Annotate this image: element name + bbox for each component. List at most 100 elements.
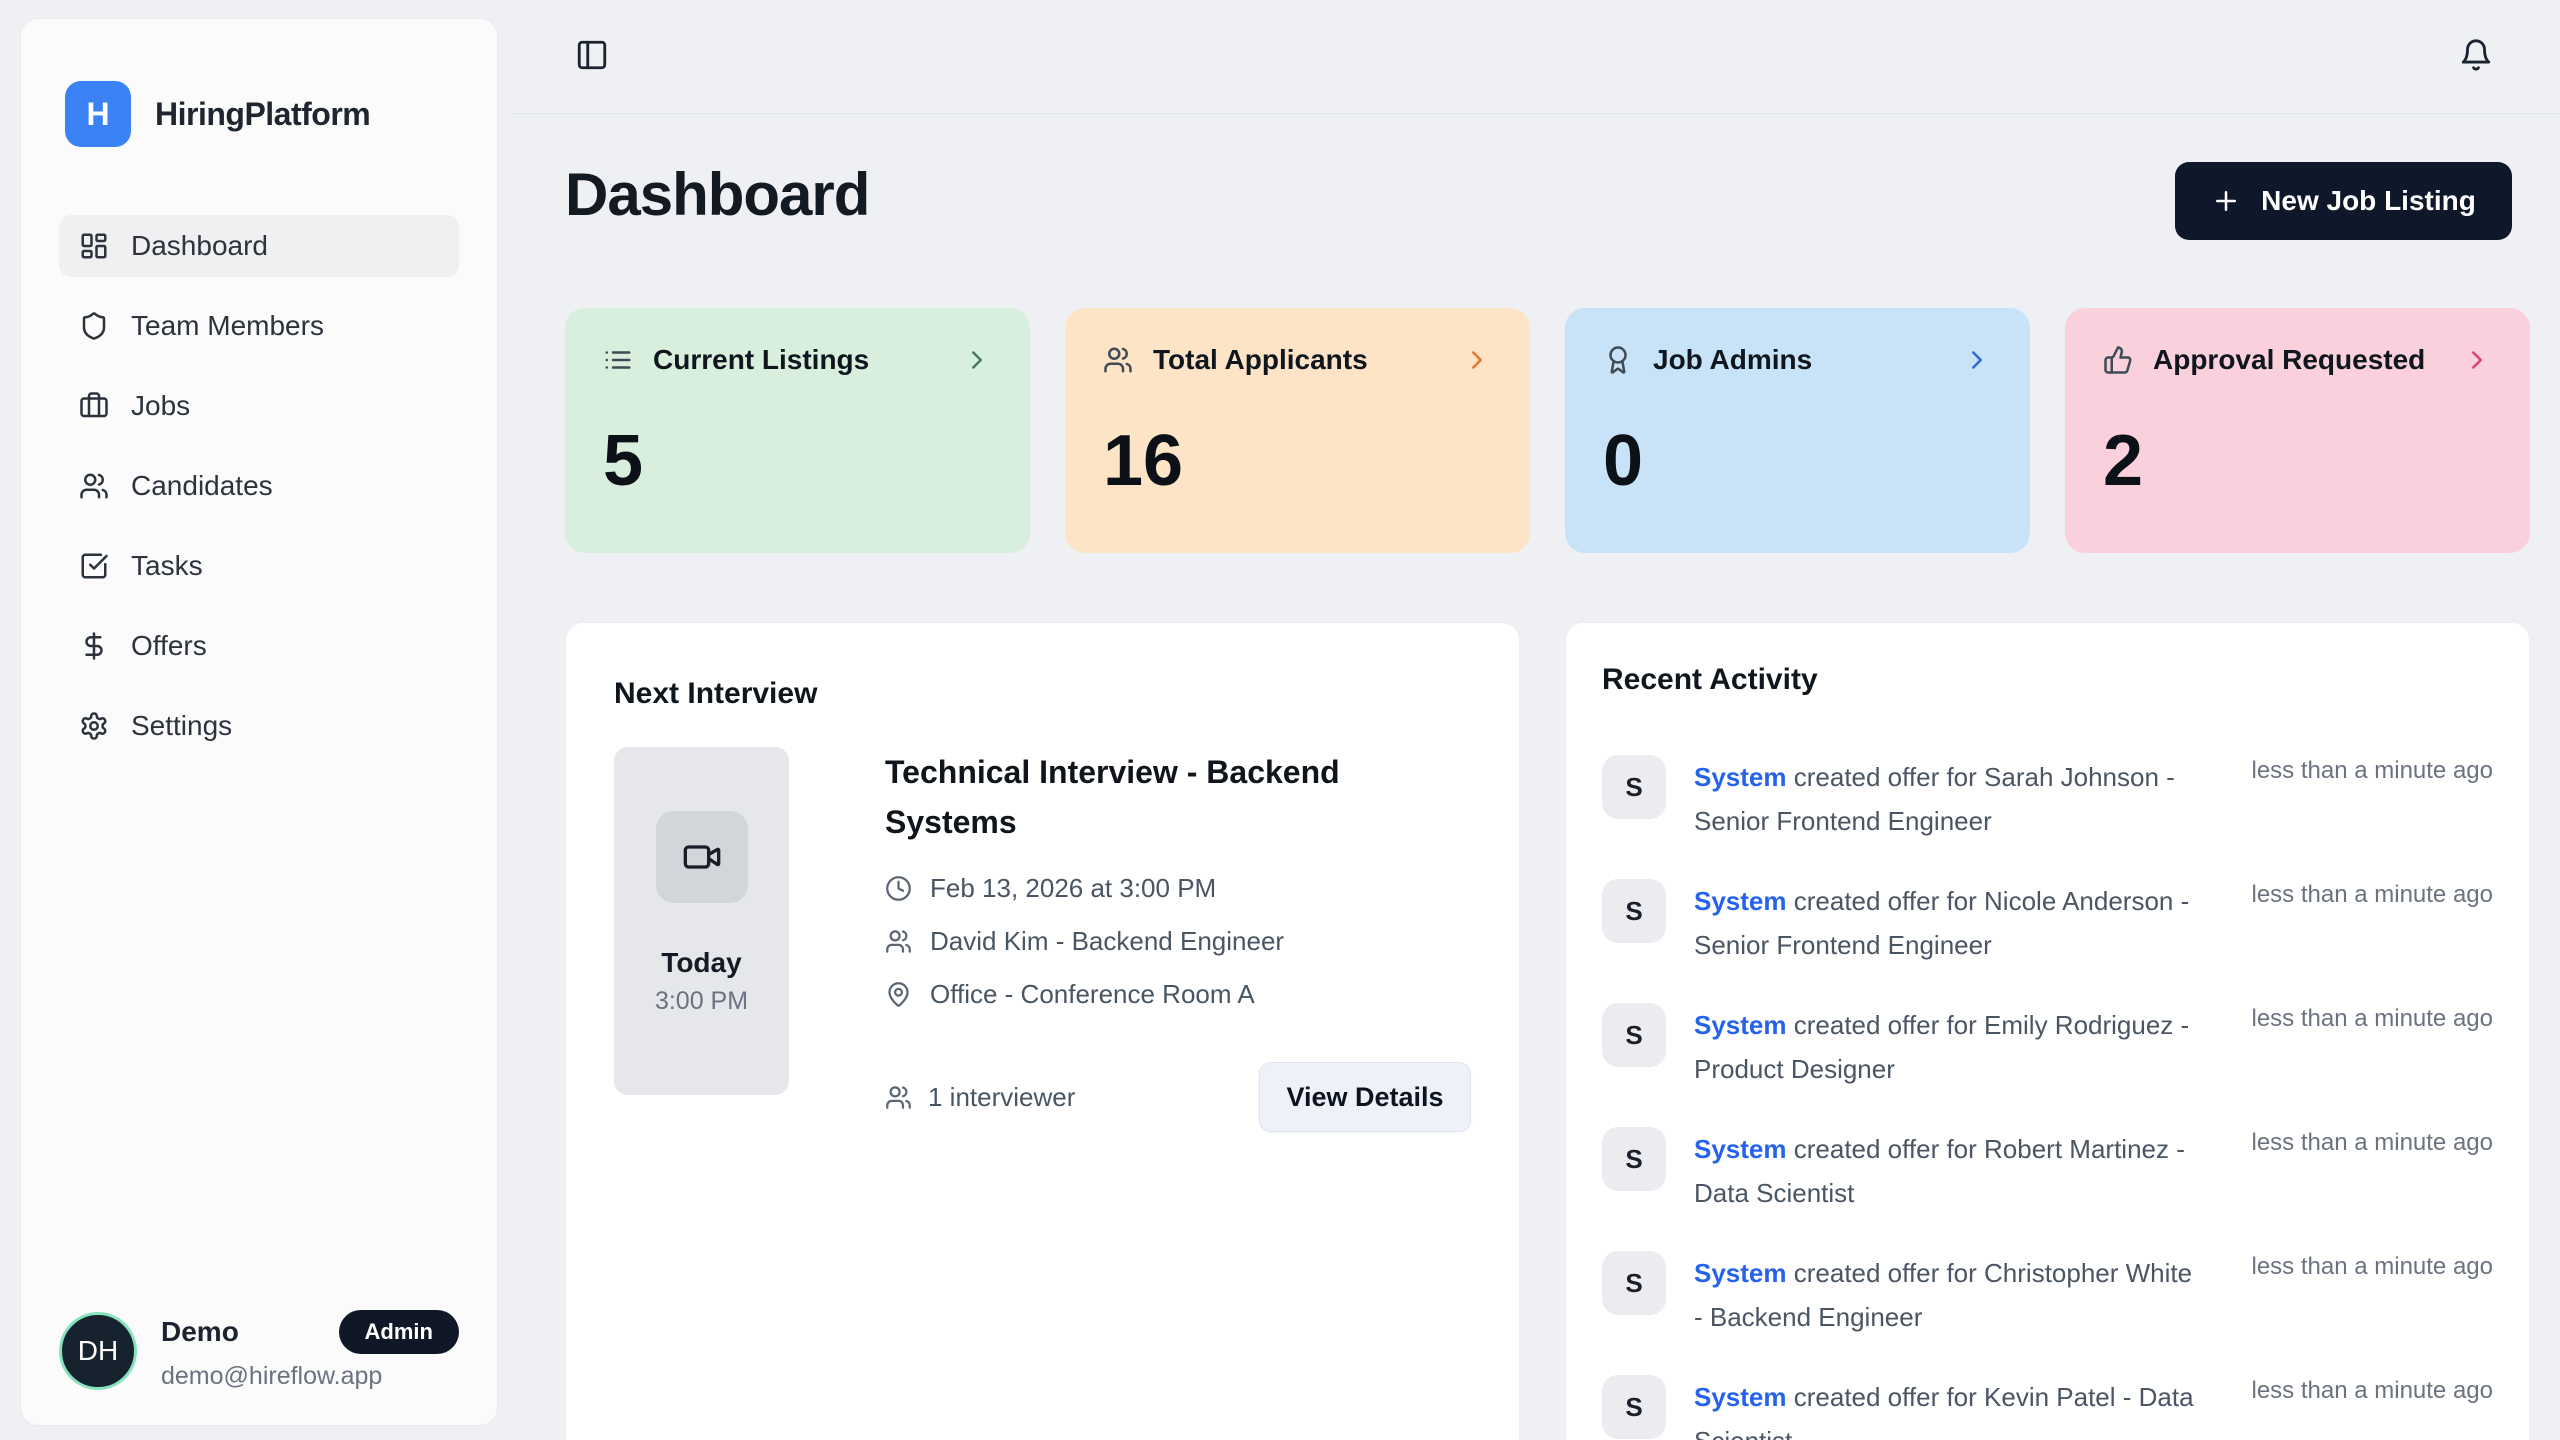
- activity-description: created offer for Sarah Johnson - Senior…: [1694, 762, 2175, 836]
- interview-detail-text: David Kim - Backend Engineer: [930, 926, 1285, 956]
- users-icon: [79, 471, 109, 501]
- sidebar-item-label: Tasks: [131, 550, 203, 581]
- chevron-right-icon: [1962, 345, 1992, 375]
- activity-description: created offer for Robert Martinez - Data…: [1694, 1134, 2185, 1208]
- sidebar-item-tasks[interactable]: Tasks: [59, 535, 459, 597]
- brand-logo: H: [65, 81, 131, 147]
- sidebar-item-candidates[interactable]: Candidates: [59, 455, 459, 517]
- panel-left-icon: [575, 38, 609, 72]
- user-info: Demo Admin demo@hireflow.app: [161, 1310, 459, 1391]
- next-interview-card: Next Interview Today 3:00 PM Technical I…: [565, 622, 1520, 1440]
- users-icon: [885, 928, 912, 955]
- activity-avatar: S: [1602, 1375, 1666, 1439]
- activity-actor-link[interactable]: System: [1694, 886, 1787, 916]
- user-card[interactable]: DH Demo Admin demo@hireflow.app: [59, 1310, 459, 1391]
- activity-timestamp: less than a minute ago: [2251, 1377, 2494, 1404]
- stat-label: Approval Requested: [2153, 344, 2426, 375]
- stat-value: 2: [2103, 421, 2144, 501]
- stat-card-approval-requested[interactable]: Approval Requested 2: [2065, 308, 2530, 553]
- sidebar-item-offers[interactable]: Offers: [59, 615, 459, 677]
- avatar: DH: [59, 1311, 137, 1390]
- activity-actor-link[interactable]: System: [1694, 1382, 1787, 1412]
- page-title: Dashboard: [565, 161, 870, 228]
- sidebar-item-label: Team Members: [131, 310, 324, 341]
- stat-card-header: Job Admins: [1603, 344, 1992, 376]
- activity-list: S System created offer for Sarah Johnson …: [1602, 755, 2493, 1440]
- recent-activity-title: Recent Activity: [1602, 663, 1818, 696]
- chevron-right-icon: [2462, 345, 2492, 375]
- activity-text: System created offer for Kevin Patel - D…: [1694, 1375, 2194, 1440]
- chevron-right-icon: [1462, 345, 1492, 375]
- users-icon: [1103, 345, 1133, 375]
- interview-job-title: Technical Interview - Backend Systems: [885, 754, 1340, 840]
- activity-actor-link[interactable]: System: [1694, 762, 1787, 792]
- sidebar-item-jobs[interactable]: Jobs: [59, 375, 459, 437]
- sidebar: H HiringPlatform Dashboard Team Members Jo…: [20, 18, 498, 1426]
- user-email: demo@hireflow.app: [161, 1362, 383, 1390]
- activity-avatar: S: [1602, 1127, 1666, 1191]
- brand: H HiringPlatform: [65, 81, 371, 147]
- activity-avatar: S: [1602, 879, 1666, 943]
- new-job-listing-label: New Job Listing: [2261, 185, 2476, 216]
- chevron-right-icon: [962, 345, 992, 375]
- sidebar-item-label: Dashboard: [131, 230, 268, 261]
- interview-detail-text: Office - Conference Room A: [930, 979, 1255, 1009]
- activity-description: created offer for Nicole Anderson - Seni…: [1694, 886, 2190, 960]
- role-badge: Admin: [338, 1310, 459, 1354]
- activity-actor-link[interactable]: System: [1694, 1010, 1787, 1040]
- activity-text: System created offer for Robert Martinez…: [1694, 1127, 2194, 1215]
- interview-details: Feb 13, 2026 at 3:00 PM David Kim - Backe…: [885, 873, 1471, 1010]
- list-icon: [603, 345, 633, 375]
- stat-card-job-admins[interactable]: Job Admins 0: [1565, 308, 2030, 553]
- user-name: Demo: [161, 1316, 239, 1347]
- stats-row: Current Listings 5 Total Applicants 16 Job A…: [565, 308, 2530, 553]
- dollar-icon: [79, 631, 109, 661]
- activity-actor-link[interactable]: System: [1694, 1258, 1787, 1288]
- view-details-button[interactable]: View Details: [1259, 1062, 1471, 1132]
- sidebar-item-dashboard[interactable]: Dashboard: [59, 215, 459, 277]
- sidebar-item-team-members[interactable]: Team Members: [59, 295, 459, 357]
- activity-text: System created offer for Emily Rodriguez…: [1694, 1003, 2194, 1091]
- interviewer-count: 1 interviewer: [885, 1082, 1075, 1113]
- sidebar-item-label: Settings: [131, 710, 233, 741]
- stat-value: 16: [1103, 421, 1184, 501]
- interview-detail-text: Feb 13, 2026 at 3:00 PM: [930, 873, 1217, 903]
- sidebar-item-label: Jobs: [131, 390, 191, 421]
- video-icon: [682, 837, 722, 877]
- recent-activity-card: Recent Activity S System created offer fo…: [1565, 622, 2530, 1440]
- stat-label: Current Listings: [653, 344, 870, 375]
- activity-timestamp: less than a minute ago: [2251, 1253, 2494, 1280]
- sidebar-item-label: Candidates: [131, 470, 273, 501]
- tasks-icon: [79, 551, 109, 581]
- sidebar-toggle-button[interactable]: [568, 31, 616, 79]
- clock-icon: [885, 875, 912, 902]
- activity-description: created offer for Kevin Patel - Data Sci…: [1694, 1382, 2194, 1440]
- brand-name: HiringPlatform: [155, 95, 371, 132]
- activity-item: S System created offer for Nicole Anderso…: [1602, 879, 2493, 967]
- activity-item: S System created offer for Robert Martine…: [1602, 1127, 2493, 1215]
- stat-label: Total Applicants: [1153, 344, 1368, 375]
- activity-timestamp: less than a minute ago: [2251, 1005, 2494, 1032]
- video-tile: [655, 811, 748, 903]
- shield-icon: [79, 311, 109, 341]
- sidebar-nav: Dashboard Team Members Jobs Candidates Tasks…: [59, 215, 459, 757]
- stat-label: Job Admins: [1653, 344, 1813, 375]
- activity-text: System created offer for Christopher Whi…: [1694, 1251, 2194, 1339]
- sidebar-item-settings[interactable]: Settings: [59, 695, 459, 757]
- dashboard-icon: [79, 231, 109, 261]
- activity-text: System created offer for Nicole Anderson…: [1694, 879, 2194, 967]
- plus-icon: [2211, 186, 2241, 216]
- new-job-listing-button[interactable]: New Job Listing: [2175, 162, 2512, 240]
- activity-item: S System created offer for Christopher Wh…: [1602, 1251, 2493, 1339]
- stat-card-current-listings[interactable]: Current Listings 5: [565, 308, 1030, 553]
- activity-actor-link[interactable]: System: [1694, 1134, 1787, 1164]
- activity-timestamp: less than a minute ago: [2251, 1129, 2494, 1156]
- thumbs-up-icon: [2103, 345, 2133, 375]
- interview-row: Today 3:00 PM Technical Interview - Back…: [614, 747, 1471, 1132]
- stat-card-total-applicants[interactable]: Total Applicants 16: [1065, 308, 1530, 553]
- activity-avatar: S: [1602, 1251, 1666, 1315]
- notifications-button[interactable]: [2452, 31, 2500, 79]
- activity-avatar: S: [1602, 755, 1666, 819]
- interview-footer: 1 interviewer View Details: [885, 1062, 1471, 1132]
